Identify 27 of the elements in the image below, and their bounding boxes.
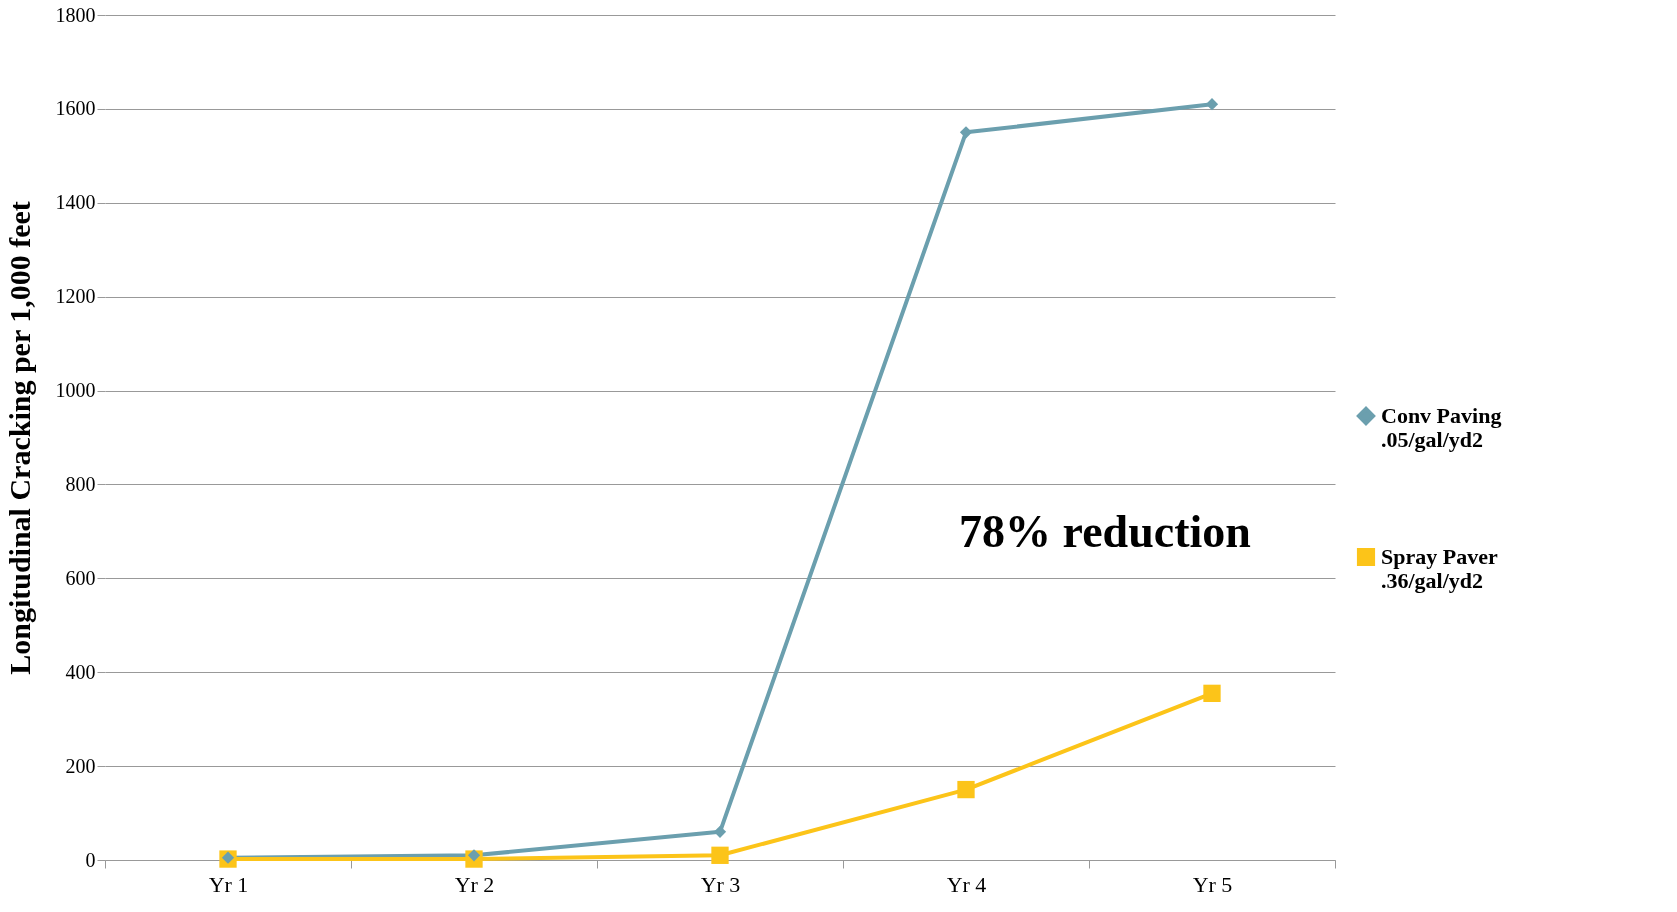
y-tick-label: 0 [85, 848, 96, 871]
point [1205, 98, 1219, 111]
y-tick-label: 1600 [55, 97, 96, 120]
point [221, 851, 235, 864]
point [467, 849, 481, 862]
y-tick-label: 1200 [55, 285, 96, 308]
y-tick-label: 1000 [55, 379, 96, 402]
annotation: 78% reduction [959, 506, 1251, 557]
point [711, 846, 729, 864]
point [713, 825, 727, 838]
y-axis-title: Longitudinal Cracking per 1,000 feet [2, 201, 36, 675]
x-tick-label: Yr 3 [700, 871, 741, 897]
x-tick-label: Yr 2 [454, 871, 495, 897]
point [959, 126, 973, 139]
x-tick-label: Yr 1 [208, 871, 249, 897]
point [1203, 684, 1221, 703]
legend-label: Spray Paver .36/gal/yd2 [1381, 544, 1498, 593]
y-tick-label: 1400 [55, 191, 96, 214]
y-tick-label: 400 [65, 660, 96, 683]
y-tick-label: 200 [65, 754, 96, 777]
x-tick-label: Yr 4 [946, 871, 987, 897]
x-tick-label: Yr 5 [1192, 871, 1233, 897]
legend-label: Conv Paving .05/gal/yd2 [1381, 403, 1502, 452]
y-tick-label: 800 [65, 472, 96, 495]
y-tick-label: 600 [65, 566, 96, 589]
y-tick-label: 1800 [55, 3, 96, 26]
point [957, 780, 975, 799]
